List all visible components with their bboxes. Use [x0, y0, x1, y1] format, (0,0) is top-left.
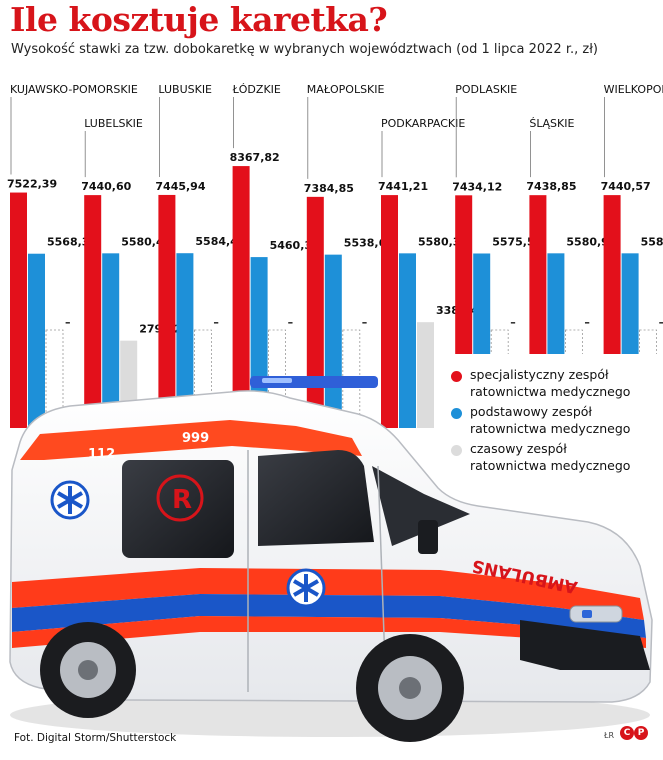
photo-credit: Fot. Digital Storm/Shutterstock	[14, 732, 177, 744]
value-label: 7438,85	[526, 180, 576, 193]
headlight	[569, 605, 623, 623]
side-number: 112	[88, 447, 115, 462]
category-label: LUBELSKIE	[84, 117, 143, 130]
value-label: 7440,60	[81, 180, 131, 193]
bar	[102, 253, 120, 428]
legend-swatch-blue	[451, 408, 462, 419]
value-label: –	[362, 316, 368, 329]
bar	[176, 253, 194, 428]
value-label: 5580,45	[641, 235, 663, 248]
logo-mark-c: C	[620, 726, 634, 740]
bar	[10, 192, 27, 428]
side-mirror	[418, 520, 438, 554]
category-label: PODLASKIE	[455, 83, 517, 96]
legend-swatch-red	[451, 371, 462, 382]
bar	[28, 253, 45, 428]
category-label: WIELKOPOLSKIE	[604, 83, 663, 96]
r-logo	[156, 474, 204, 522]
blue-stripe	[12, 594, 646, 638]
category-label: KUJAWSKO-POMORSKIE	[10, 83, 138, 96]
chart-subtitle: Wysokość stawki za tzw. dobokaretkę w wy…	[11, 42, 598, 57]
value-label: –	[584, 316, 590, 329]
bar	[417, 322, 434, 428]
bar	[381, 195, 398, 428]
legend-swatch-grey	[451, 445, 462, 456]
value-label: 7441,21	[378, 180, 428, 193]
value-label: –	[659, 316, 663, 329]
category-label: ŚLĄSKIE	[529, 117, 574, 130]
value-label: 7434,12	[452, 180, 502, 193]
rear-wheel	[40, 622, 136, 718]
category-label: PODKARPACKIE	[381, 117, 465, 130]
red-stripe-upper	[20, 420, 362, 460]
value-label: –	[510, 316, 516, 329]
bar	[84, 195, 102, 428]
windshield	[372, 466, 470, 546]
value-label: 7440,57	[601, 180, 651, 193]
bar	[399, 253, 416, 428]
bar	[158, 194, 176, 428]
logo-initials: ŁR	[604, 731, 615, 740]
legend-item-podstawowy: podstawowy zespół ratownictwa medycznego	[437, 403, 657, 437]
bar	[306, 196, 324, 428]
window-letter: R	[172, 485, 192, 515]
legend-item-specjalistyczny: specjalistyczny zespół ratownictwa medyc…	[437, 366, 657, 400]
chart-title: Ile kosztuje karetka?	[10, 0, 388, 39]
cab-window	[258, 450, 374, 546]
category-label: LUBUSKIE	[158, 83, 212, 96]
value-label: –	[65, 316, 71, 329]
red-stripe-lower	[12, 568, 644, 620]
front-bumper	[520, 620, 650, 670]
front-wheel	[356, 634, 464, 742]
value-label: 8367,82	[230, 151, 280, 164]
logo-mark-p: P	[634, 726, 648, 740]
legend-label: czasowy zespół ratownictwa medycznego	[470, 441, 631, 473]
bar	[232, 166, 250, 429]
category-label: MAŁOPOLSKIE	[307, 83, 385, 96]
front-number: 999	[182, 431, 209, 446]
value-label: 7522,39	[7, 178, 57, 191]
legend: specjalistyczny zespół ratownictwa medyc…	[437, 354, 663, 482]
legend-item-czasowy: czasowy zespół ratownictwa medycznego	[437, 440, 657, 474]
empty-bar-outline	[193, 329, 212, 429]
side-window	[122, 460, 234, 558]
ambulance-photo: R 112 999 AMBULANS	[9, 376, 653, 742]
legend-label: podstawowy zespół ratownictwa medycznego	[470, 404, 631, 436]
value-label: 7384,85	[304, 182, 354, 195]
value-label: –	[213, 316, 219, 329]
value-label: 7445,94	[155, 180, 205, 193]
value-label: –	[288, 316, 294, 329]
empty-bar-outline	[45, 329, 64, 429]
legend-label: specjalistyczny zespół ratownictwa medyc…	[470, 367, 631, 399]
category-label: ŁÓDZKIE	[232, 83, 281, 96]
